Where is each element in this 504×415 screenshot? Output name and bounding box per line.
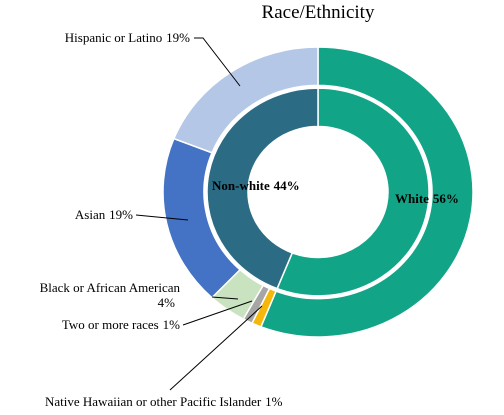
label-name: Hispanic or Latino — [65, 30, 162, 45]
slice-label: Asian 19% — [75, 207, 133, 222]
label-name: White — [395, 191, 429, 206]
slice-label: Black or African American 4% — [40, 280, 181, 310]
leader-line — [182, 300, 253, 326]
label-value: 1% — [163, 317, 181, 332]
label-name: Black or African American — [40, 280, 181, 295]
label-value: 44% — [274, 178, 300, 193]
label-value: 4% — [158, 295, 176, 310]
slice-label: Two or more races 1% — [62, 317, 180, 332]
slice-label: Non-white 44% — [212, 178, 300, 193]
leader-line — [169, 305, 263, 391]
leader-line — [211, 296, 239, 300]
label-name: Non-white — [212, 178, 270, 193]
leader-line — [194, 37, 241, 87]
slice-label: Native Hawaiian or other Pacific Islande… — [45, 394, 283, 409]
label-value: 19% — [109, 207, 133, 222]
label-name: Native Hawaiian or other Pacific Islande… — [45, 394, 262, 409]
label-name: Asian — [75, 207, 106, 222]
chart-title: Race/Ethnicity — [262, 2, 375, 23]
label-name: Two or more races — [62, 317, 159, 332]
label-value: 56% — [433, 191, 459, 206]
leader-line — [135, 214, 189, 221]
donut-slice — [206, 87, 319, 290]
donut-slice — [259, 46, 474, 338]
donut-slice — [276, 87, 430, 297]
label-value: 19% — [166, 30, 190, 45]
donut-slice — [172, 46, 319, 154]
slice-label: White 56% — [395, 191, 459, 206]
slice-label: Hispanic or Latino 19% — [65, 30, 190, 45]
label-value: 1% — [265, 394, 283, 409]
